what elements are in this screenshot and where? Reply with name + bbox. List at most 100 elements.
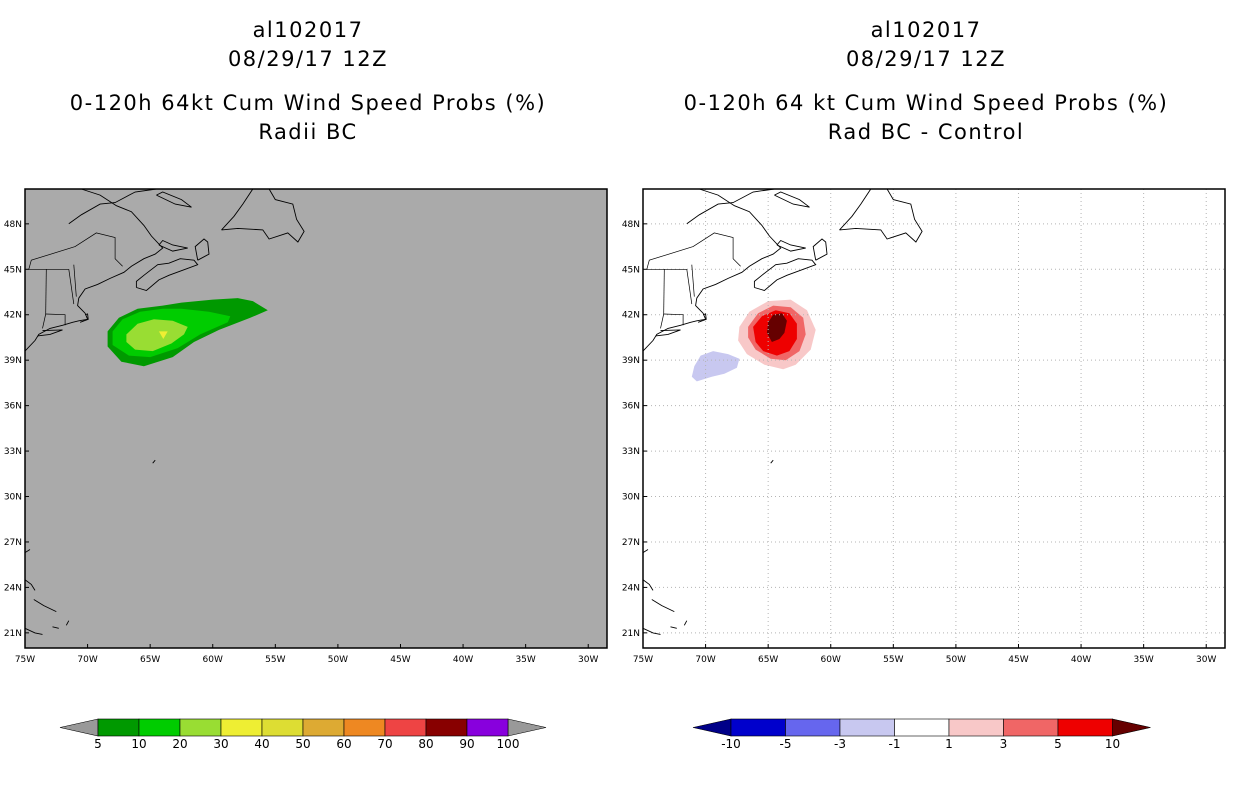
coastline xyxy=(37,329,63,337)
lat-label: 48N xyxy=(622,220,640,230)
left-legend-swatch xyxy=(343,718,386,737)
coastline xyxy=(221,188,305,243)
right-legend-label: 5 xyxy=(1054,737,1062,751)
left-legend-swatch xyxy=(384,718,427,737)
coastline xyxy=(776,239,806,252)
coastline xyxy=(24,627,43,635)
lon-label: 60W xyxy=(203,655,223,665)
left-legend-label: 30 xyxy=(213,737,228,751)
state-border xyxy=(663,313,684,326)
coastline xyxy=(158,239,188,252)
left-legend-label: 5 xyxy=(94,737,102,751)
lat-label: 48N xyxy=(4,220,22,230)
right-storm-id: al102017 xyxy=(870,18,982,42)
state-border xyxy=(68,269,75,305)
coastline xyxy=(812,238,828,261)
coastline xyxy=(686,188,775,225)
right-legend-arrow-low xyxy=(692,718,732,737)
lon-label: 35W xyxy=(515,655,535,665)
coastline xyxy=(774,191,810,208)
left-datetime: 08/29/17 12Z xyxy=(227,47,389,71)
lat-label: 42N xyxy=(4,311,22,321)
right-legend-swatch xyxy=(894,718,950,737)
lat-label: 36N xyxy=(622,402,640,412)
lon-label: 45W xyxy=(390,655,410,665)
left-legend-swatch xyxy=(466,718,509,737)
right-legend-label: -5 xyxy=(780,737,792,751)
state-border xyxy=(686,269,693,305)
left-legend-colorbar xyxy=(59,718,547,737)
lon-label: 60W xyxy=(821,655,841,665)
lon-label: 40W xyxy=(1071,655,1091,665)
lat-label: 24N xyxy=(4,583,22,593)
lon-label: 55W xyxy=(883,655,903,665)
left-title-block: al102017 08/29/17 12Z 0-120h 64kt Cum Wi… xyxy=(30,16,586,147)
state-border xyxy=(42,313,47,329)
left-legend-label: 70 xyxy=(377,737,392,751)
coastline xyxy=(753,258,817,292)
right-legend-label: -10 xyxy=(721,737,741,751)
coastline xyxy=(642,549,649,553)
left-legend-swatch xyxy=(425,718,468,737)
coastline xyxy=(670,626,677,629)
state-border xyxy=(28,232,123,270)
left-legend-label: 20 xyxy=(172,737,187,751)
left-map-panel xyxy=(24,188,608,649)
lat-label: 33N xyxy=(622,447,640,457)
right-legend-label: -3 xyxy=(834,737,846,751)
left-legend-arrow-low xyxy=(59,718,99,737)
lon-label: 75W xyxy=(633,655,653,665)
right-legend-swatch xyxy=(839,718,895,737)
right-subtitle: Rad BC - Control xyxy=(827,120,1025,144)
right-legend-label: 10 xyxy=(1105,737,1120,751)
lon-label: 65W xyxy=(140,655,160,665)
lat-label: 45N xyxy=(622,265,640,275)
lon-label: 30W xyxy=(578,655,598,665)
lon-label: 40W xyxy=(453,655,473,665)
lon-label: 35W xyxy=(1133,655,1153,665)
lat-label: 27N xyxy=(622,538,640,548)
left-legend-label: 100 xyxy=(497,737,520,751)
lat-label: 30N xyxy=(4,493,22,503)
left-legend-arrow-high xyxy=(507,718,547,737)
lat-label: 24N xyxy=(622,583,640,593)
lat-label: 36N xyxy=(4,402,22,412)
coastline xyxy=(68,188,157,225)
prob-contour-20 xyxy=(126,319,188,352)
right-legend-swatch xyxy=(948,718,1004,737)
left-legend-swatch xyxy=(220,718,263,737)
lon-label: 30W xyxy=(1196,655,1216,665)
state-border xyxy=(691,264,695,297)
lon-label: 75W xyxy=(15,655,35,665)
right-legend-colorbar xyxy=(692,718,1151,737)
lat-label: 33N xyxy=(4,447,22,457)
coastline xyxy=(839,188,923,243)
left-storm-id: al102017 xyxy=(252,18,364,42)
lon-label: 45W xyxy=(1008,655,1028,665)
lat-label: 39N xyxy=(4,356,22,366)
lon-label: 70W xyxy=(695,655,715,665)
coastline xyxy=(651,599,675,613)
diff-contour-10 xyxy=(766,313,787,342)
lon-label: 50W xyxy=(328,655,348,665)
lon-label: 70W xyxy=(77,655,97,665)
coastline xyxy=(156,191,192,208)
lat-label: 39N xyxy=(622,356,640,366)
right-title-block: al102017 08/29/17 12Z 0-120h 64 kt Cum W… xyxy=(648,16,1204,147)
coastlines xyxy=(642,188,923,635)
state-border xyxy=(45,269,47,315)
left-product-title: 0-120h 64kt Cum Wind Speed Probs (%) xyxy=(69,91,547,115)
right-legend-label: 1 xyxy=(945,737,953,751)
right-legend-swatch xyxy=(730,718,786,737)
lon-label: 50W xyxy=(946,655,966,665)
prob-contour-30 xyxy=(158,331,168,339)
lat-label: 21N xyxy=(622,629,640,639)
right-legend-swatch xyxy=(785,718,841,737)
coastline xyxy=(79,313,89,323)
right-legend-label: 3 xyxy=(1000,737,1008,751)
coastline xyxy=(642,188,782,352)
left-legend-label: 10 xyxy=(131,737,146,751)
state-border xyxy=(73,264,77,297)
map-frame xyxy=(24,188,608,649)
left-legend-label: 60 xyxy=(336,737,351,751)
